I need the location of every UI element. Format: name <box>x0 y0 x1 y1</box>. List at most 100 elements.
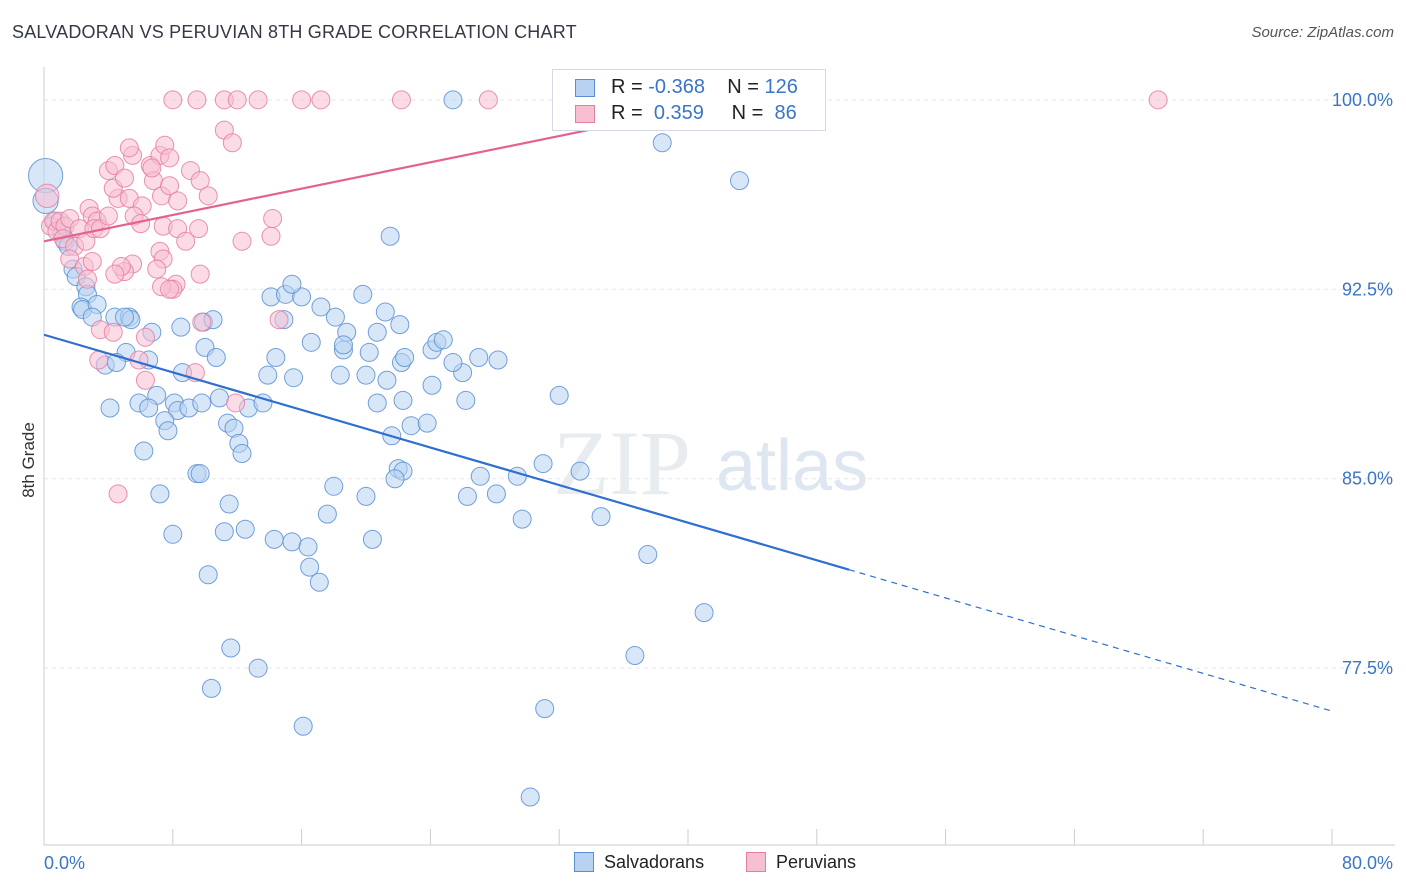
salvadoran-point-112 <box>638 545 658 565</box>
salvadoran-point-50 <box>219 494 239 514</box>
peruvian-point-17 <box>98 206 118 226</box>
peruvian-point-43 <box>147 259 167 279</box>
salvadoran-point-106 <box>443 353 463 373</box>
peruvian-point-69 <box>263 209 283 229</box>
salvadoran-point-115 <box>533 454 553 474</box>
salvadoran-point-100 <box>375 302 395 322</box>
legend-salvadorans[interactable]: Salvadorans <box>574 852 704 873</box>
peruvian-point-76 <box>163 90 183 110</box>
chart-title: SALVADORAN VS PERUVIAN 8TH GRADE CORRELA… <box>12 22 577 42</box>
salvadoran-point-67 <box>359 342 379 362</box>
peruvian-point-39 <box>189 219 209 239</box>
peruvian-point-74 <box>142 158 162 178</box>
salvadoran-point-59 <box>317 504 337 524</box>
salvadoran-point-56 <box>298 537 318 557</box>
peruvian-point-21 <box>105 156 125 176</box>
grid-lines <box>44 99 1395 669</box>
salvadoran-point-35 <box>192 393 212 413</box>
source-label: Source: ZipAtlas.com <box>1251 24 1394 41</box>
peruvian-point-40 <box>176 231 196 251</box>
salvadoran-point-94 <box>311 297 331 317</box>
stats-legend: R = -0.368 N = 126 R = 0.359 N = 86 <box>552 69 826 131</box>
legend-label-peruvians: Peruvians <box>776 852 857 872</box>
salvadoran-point-84 <box>512 509 532 529</box>
salvadoran-point-73 <box>393 390 413 410</box>
peruvian-point-59 <box>103 322 123 342</box>
y-tick-label-0: 100.0% <box>1332 90 1393 110</box>
salvadoran-point-61 <box>356 486 376 506</box>
salvadoran-trend-line <box>43 333 850 571</box>
salvadoran-point-102 <box>395 347 415 367</box>
salvadoran-point-81 <box>457 486 477 506</box>
peruvian-point-63 <box>135 370 155 390</box>
salvadoran-trend-extension <box>848 569 1333 712</box>
watermark-atlas: atlas <box>716 426 868 506</box>
peruvian-point-34 <box>198 186 218 206</box>
peruvian-point-33 <box>190 171 210 191</box>
salvadoran-point-80 <box>470 466 490 486</box>
salvadoran-point-76 <box>422 375 442 395</box>
salvadoran-point-49 <box>150 484 170 504</box>
salvadoran-point-78 <box>456 390 476 410</box>
salvadoran-point-45 <box>139 398 159 418</box>
salvadoran-point-43 <box>100 398 120 418</box>
salvadoran-point-110 <box>570 461 590 481</box>
legend-swatch-pink <box>575 105 595 123</box>
salvadoran-point-17 <box>115 307 134 327</box>
salvadoran-point-124 <box>293 716 313 736</box>
peruvian-point-68 <box>261 226 281 246</box>
salvadoran-point-117 <box>443 90 463 110</box>
salvadoran-point-122 <box>248 658 268 678</box>
salvadoran-point-107 <box>469 347 489 367</box>
salvadoran-point-98 <box>353 284 373 304</box>
salvadoran-point-74 <box>401 416 421 436</box>
salvadoran-point-101 <box>390 315 410 335</box>
salvadoran-point-121 <box>221 638 241 658</box>
legend-label-salvadorans: Salvadorans <box>604 852 705 872</box>
peruvian-point-75 <box>160 148 180 168</box>
legend-swatch-peruvians <box>746 852 766 872</box>
peruvian-point-31 <box>168 191 188 211</box>
salvadoran-point-42 <box>232 443 252 463</box>
salvadoran-point-92 <box>292 287 312 307</box>
peruvian-point-57 <box>269 310 289 330</box>
salvadoran-point-111 <box>591 507 611 527</box>
peruvian-point-55 <box>160 279 180 299</box>
salvadoran-point-87 <box>284 368 304 388</box>
salvadoran-point-46 <box>134 441 154 461</box>
peruvian-point-81 <box>292 90 312 110</box>
legend-peruvians[interactable]: Peruvians <box>746 852 856 873</box>
x-tick-label-1: 80.0% <box>1342 853 1393 873</box>
peruvian-point-65 <box>226 393 246 413</box>
watermark-zip: ZIP <box>553 412 691 514</box>
legend-swatch-salvadorans <box>574 852 594 872</box>
salvadoran-point-109 <box>549 385 569 405</box>
legend-text-salvadorans: R = -0.368 N = 126 <box>611 76 798 98</box>
tick-labels: 100.0% 92.5% 85.0% 77.5% 0.0% 80.0% <box>44 90 1393 873</box>
salvadoran-point-123 <box>201 678 221 698</box>
salvadoran-point-33 <box>158 421 178 441</box>
y-tick-label-1: 92.5% <box>1342 279 1393 299</box>
salvadoran-point-120 <box>198 565 218 585</box>
salvadoran-point-88 <box>301 332 321 352</box>
salvadoran-point-118 <box>652 133 672 153</box>
y-axis-label: 8th Grade <box>19 422 38 498</box>
salvadoran-point-27 <box>206 347 226 367</box>
peruvian-point-67 <box>232 231 252 251</box>
legend-swatch-blue <box>575 79 595 97</box>
peruvian-point-22 <box>115 168 134 188</box>
peruvian-point-84 <box>478 90 498 110</box>
salvadoran-point-119 <box>730 171 750 191</box>
peruvian-point-56 <box>192 312 212 332</box>
salvadoran-point-54 <box>264 529 284 549</box>
salvadoran-point-95 <box>325 307 345 327</box>
salvadoran-point-99 <box>367 322 387 342</box>
peruvian-point-72 <box>119 138 139 158</box>
salvadoran-point-71 <box>377 370 397 390</box>
salvadoran-point-48 <box>190 464 210 484</box>
peruvian-point-52 <box>82 252 102 271</box>
salvadoran-point-77 <box>417 413 437 433</box>
peruvian-point-80 <box>248 90 268 110</box>
salvadoran-point-86 <box>266 347 286 367</box>
